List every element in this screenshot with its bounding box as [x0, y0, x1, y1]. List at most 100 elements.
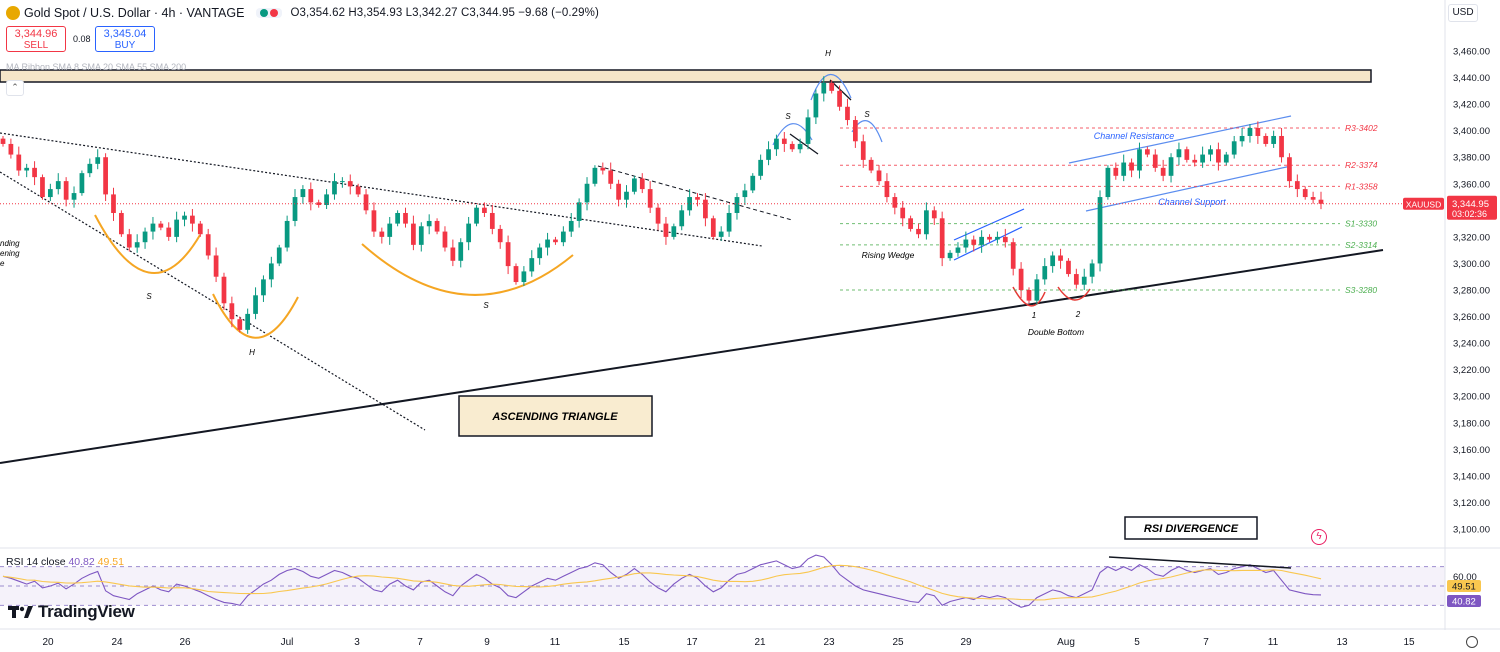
- candle-body: [418, 226, 424, 245]
- candle-body: [939, 218, 945, 259]
- candle-body: [1050, 255, 1056, 267]
- candle-body: [1255, 128, 1261, 136]
- candle-body: [71, 193, 77, 200]
- tradingview-icon: [8, 606, 33, 618]
- candle-body: [434, 220, 440, 232]
- candle-body: [718, 231, 724, 237]
- channel-support-label: Channel Support: [1158, 197, 1226, 207]
- candle-body: [750, 175, 756, 191]
- candle-body: [584, 183, 590, 203]
- candle-body: [253, 295, 258, 314]
- drawing-tools: [0, 69, 1384, 540]
- candle-body: [411, 223, 416, 245]
- candle-body: [87, 163, 93, 174]
- candle-body: [624, 191, 629, 200]
- candle-body: [1152, 154, 1158, 168]
- rsi-line: [2, 554, 1322, 608]
- bottom-1-label: 1: [1032, 311, 1036, 320]
- candle-body: [268, 263, 274, 280]
- buy-button[interactable]: 3,345.04 BUY: [95, 26, 155, 52]
- candle-body: [40, 177, 45, 198]
- ma-ribbon-legend[interactable]: MA Ribbon SMA 8 SMA 20 SMA 55 SMA 200: [6, 62, 187, 72]
- time-tick-label: 7: [417, 637, 423, 648]
- settings-icon[interactable]: [1466, 636, 1478, 648]
- price-tick-label: 3,260.00: [1453, 312, 1490, 323]
- candle-body: [576, 202, 582, 221]
- candle-body: [829, 82, 835, 91]
- price-tick-label: 3,320.00: [1453, 232, 1490, 243]
- candle-body: [703, 199, 708, 219]
- time-tick-label: Jul: [281, 637, 294, 648]
- candle-body: [600, 167, 606, 171]
- price-tick-label: 3,400.00: [1453, 126, 1490, 137]
- candle-body: [537, 247, 543, 259]
- candle-body: [679, 210, 685, 227]
- candle-body: [1066, 260, 1071, 275]
- candle-body: [521, 271, 527, 283]
- dashed-trendline: [597, 165, 793, 221]
- candle-body: [805, 117, 811, 144]
- rsi-label: RSI 14 close: [6, 556, 66, 568]
- price-tick-label: 3,200.00: [1453, 392, 1490, 403]
- pivot-levels: R3-3402 R2-3374 R1-3358 S1-3330 S2-3314 S3-32…: [840, 123, 1378, 295]
- candle-body: [1034, 279, 1040, 301]
- candle-body: [971, 239, 977, 245]
- price-tick-label: 3,380.00: [1453, 153, 1490, 164]
- candle-body: [963, 239, 969, 248]
- ihs-right-shoulder-label: S: [483, 301, 489, 310]
- flash-icon[interactable]: ϟ: [1311, 529, 1327, 545]
- candle-body: [742, 190, 748, 198]
- wedge-lower: [953, 226, 1023, 261]
- hs-neck: [789, 133, 819, 155]
- rsi-legend[interactable]: RSI 14 close 40.82 49.51: [6, 556, 124, 568]
- candle-body: [1318, 199, 1324, 204]
- time-tick-label: 15: [1403, 637, 1415, 648]
- double-bottom-label: Double Bottom: [1028, 327, 1084, 337]
- candle-body: [142, 231, 148, 243]
- candle-body: [1168, 157, 1174, 176]
- candle-body: [166, 227, 172, 237]
- wedge-upper: [953, 208, 1025, 241]
- price-tick-label: 3,120.00: [1453, 498, 1490, 509]
- rsi-value-tag-label: 40.82: [1452, 597, 1476, 608]
- collapse-legend-button[interactable]: ⌃: [6, 80, 24, 96]
- candle-body: [308, 189, 314, 203]
- level-label: R2-3374: [1345, 160, 1378, 170]
- candle-body: [292, 197, 298, 221]
- candle-body: [497, 228, 503, 243]
- candle-body: [916, 228, 921, 235]
- candle-body: [1294, 181, 1300, 190]
- spread-value: 0.08: [73, 34, 91, 44]
- rsi-divergence-line: [1108, 556, 1292, 569]
- chart-header: Gold Spot / U.S. Dollar · 4h · VANTAGE O…: [6, 5, 599, 21]
- candle-body: [892, 197, 898, 208]
- currency-selector[interactable]: USD: [1448, 4, 1478, 22]
- candle-body: [474, 207, 479, 224]
- ascending-support-line: [0, 249, 1384, 464]
- candle-body: [111, 194, 116, 213]
- hs-right-shoulder-label: S: [864, 110, 870, 119]
- sell-button[interactable]: 3,344.96 SELL: [6, 26, 66, 52]
- candle-body: [924, 210, 929, 235]
- candles: [0, 76, 1324, 334]
- candle-body: [1223, 154, 1229, 163]
- cut-label-3: e: [0, 259, 5, 268]
- candle-body: [1247, 128, 1253, 136]
- symbol-title[interactable]: Gold Spot / U.S. Dollar · 4h · VANTAGE: [24, 6, 245, 20]
- candle-body: [1192, 159, 1198, 163]
- candle-body: [766, 149, 771, 160]
- candle-body: [1121, 162, 1127, 176]
- candle-body: [1231, 141, 1237, 155]
- candle-body: [639, 178, 645, 190]
- time-tick-label: 20: [42, 637, 54, 648]
- candle-body: [237, 319, 243, 330]
- ihs-head-label: H: [249, 348, 255, 357]
- candle-body: [426, 220, 432, 227]
- tradingview-logo[interactable]: TradingView: [8, 602, 135, 622]
- market-status-badge[interactable]: [256, 8, 283, 18]
- candle-body: [245, 313, 251, 330]
- rsi-divergence-box: [1124, 516, 1258, 540]
- candle-body: [355, 186, 361, 195]
- candle-body: [1176, 149, 1182, 158]
